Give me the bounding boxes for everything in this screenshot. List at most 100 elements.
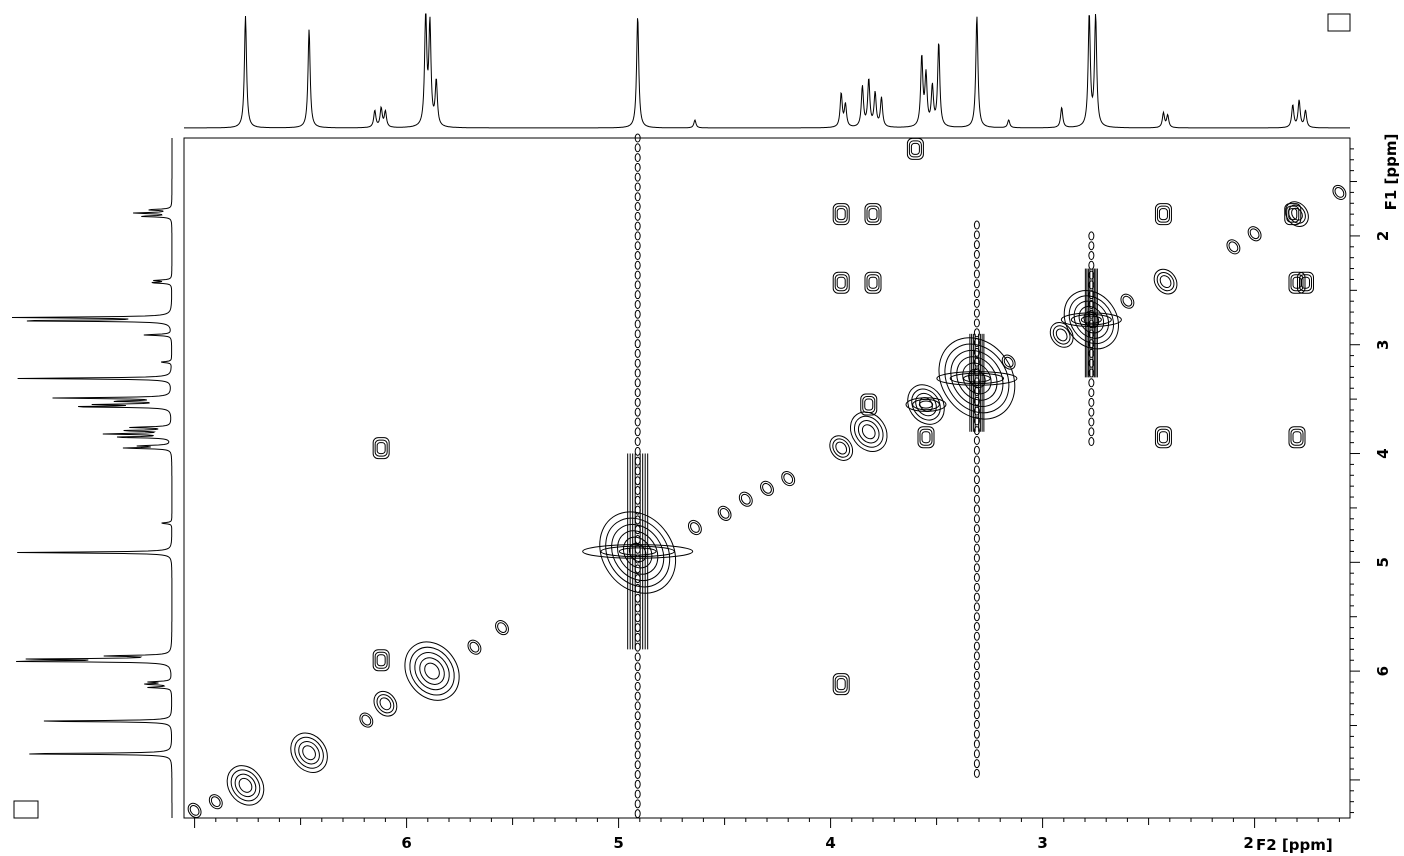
diagonal-peak-level xyxy=(781,470,796,487)
streak-contour xyxy=(634,309,641,319)
streak-contour xyxy=(973,739,980,749)
streak-contour xyxy=(973,680,980,690)
cross-peak-level xyxy=(836,208,846,221)
streak-contour xyxy=(634,515,641,525)
streak-contour xyxy=(973,641,980,651)
streak-contour xyxy=(1088,437,1095,447)
streak-contour xyxy=(634,564,641,574)
diagonal-peak-level xyxy=(424,662,440,680)
horizontal-ridge xyxy=(936,371,1018,386)
streak-contour xyxy=(634,603,641,613)
cross-peak-level xyxy=(834,675,848,693)
streak-contour xyxy=(1088,260,1095,270)
cross-peak-level xyxy=(1286,205,1300,223)
streak-contour xyxy=(634,623,641,633)
cross-peak-level xyxy=(832,673,850,696)
ridge-contour xyxy=(1080,315,1102,324)
diagonal-peak-level xyxy=(622,536,653,569)
streak-contour xyxy=(634,172,641,182)
cross-peak xyxy=(860,393,878,416)
view-toggle-top-right[interactable] xyxy=(1327,13,1351,32)
diagonal-peak-level xyxy=(599,511,677,594)
diagonal-peak-level xyxy=(617,530,659,575)
streak-contour xyxy=(973,602,980,612)
cross-peak-level xyxy=(376,654,386,667)
cross-peak-level xyxy=(866,205,880,223)
cross-peak-level xyxy=(1298,274,1312,292)
diagonal-peak-level xyxy=(497,622,507,633)
diagonal-peak-level xyxy=(740,493,751,505)
diagonal-peak xyxy=(1049,322,1074,348)
diagonal-peak-level xyxy=(956,356,998,401)
cross-peak-level xyxy=(917,426,935,449)
cross-peak-level xyxy=(1292,431,1302,444)
ridge-contour xyxy=(949,372,1005,385)
diagonal-peak xyxy=(907,384,945,425)
cross-peak-level xyxy=(921,431,931,444)
diagonal-peak-level xyxy=(605,517,671,588)
streak-contour xyxy=(634,525,641,535)
diagonal-peak-level xyxy=(783,473,794,484)
diagonal-peak xyxy=(1063,290,1119,350)
cross-peak-level xyxy=(1158,208,1168,221)
diagonal-peak-level xyxy=(1068,295,1115,345)
streak-contour xyxy=(634,809,641,819)
streak-contour xyxy=(634,270,641,280)
diagonal-peak-level xyxy=(687,519,702,536)
cross-peak-level xyxy=(1158,431,1168,444)
cross-peak-level xyxy=(906,137,924,160)
horizontal-ridge xyxy=(582,544,694,559)
streak-contour xyxy=(634,153,641,163)
streak-contour xyxy=(634,534,641,544)
streak-contour xyxy=(634,202,641,212)
f1-tick-label: 6 xyxy=(1374,666,1392,676)
cross-peak-level xyxy=(376,442,386,455)
diagonal-peak-level xyxy=(373,690,398,717)
diagonal-peak xyxy=(404,641,460,701)
diagonal-peak-level xyxy=(414,652,450,691)
f1-tick-label: 4 xyxy=(1374,448,1392,458)
cross-peak-level xyxy=(836,678,846,691)
cross-peak xyxy=(372,649,390,672)
f2-axis-title: F2 [ppm] xyxy=(1256,836,1333,854)
cross-peak-level xyxy=(1290,428,1304,446)
contour-plot-area xyxy=(187,133,1347,819)
f1-tick-label: 2 xyxy=(1374,231,1392,241)
f2-tick-label: 4 xyxy=(825,834,835,852)
streak-contour xyxy=(973,475,980,485)
streak-contour xyxy=(973,543,980,553)
diagonal-peak-level xyxy=(1083,311,1100,329)
streak-contour xyxy=(634,476,641,486)
streak-contour xyxy=(1088,397,1095,407)
diagonal-peak xyxy=(187,802,202,818)
f1-tick-label: 5 xyxy=(1374,557,1392,567)
diagonal-peak-level xyxy=(717,505,732,521)
diagonal-peak-level xyxy=(1001,354,1016,370)
streak-contour xyxy=(634,192,641,202)
streak-contour xyxy=(634,417,641,427)
streak-contour xyxy=(634,466,641,476)
cross-peak xyxy=(372,437,390,460)
streak-contour xyxy=(634,779,641,789)
streak-contour xyxy=(973,249,980,259)
diagonal-peak-level xyxy=(919,397,933,413)
cross-peak-level xyxy=(834,274,848,292)
cross-peak-level xyxy=(834,205,848,223)
cross-peak xyxy=(832,271,850,294)
streak-contour xyxy=(634,260,641,270)
diagonal-peak xyxy=(781,470,796,487)
diagonal-peak-level xyxy=(907,384,945,425)
diagonal-peak xyxy=(599,511,677,594)
streak-contour xyxy=(973,768,980,778)
diagonal-peak xyxy=(717,505,732,521)
view-toggle-bottom-left[interactable] xyxy=(13,800,39,819)
streak-contour xyxy=(634,251,641,261)
cross-peak xyxy=(864,271,882,294)
ridge-contour xyxy=(912,398,940,411)
streak-contour xyxy=(973,700,980,710)
diagonal-peak-level xyxy=(1334,187,1345,198)
streak-contour xyxy=(973,719,980,729)
cross-peak-level xyxy=(832,203,850,226)
streak-contour xyxy=(973,524,980,534)
streak-contour xyxy=(973,759,980,769)
